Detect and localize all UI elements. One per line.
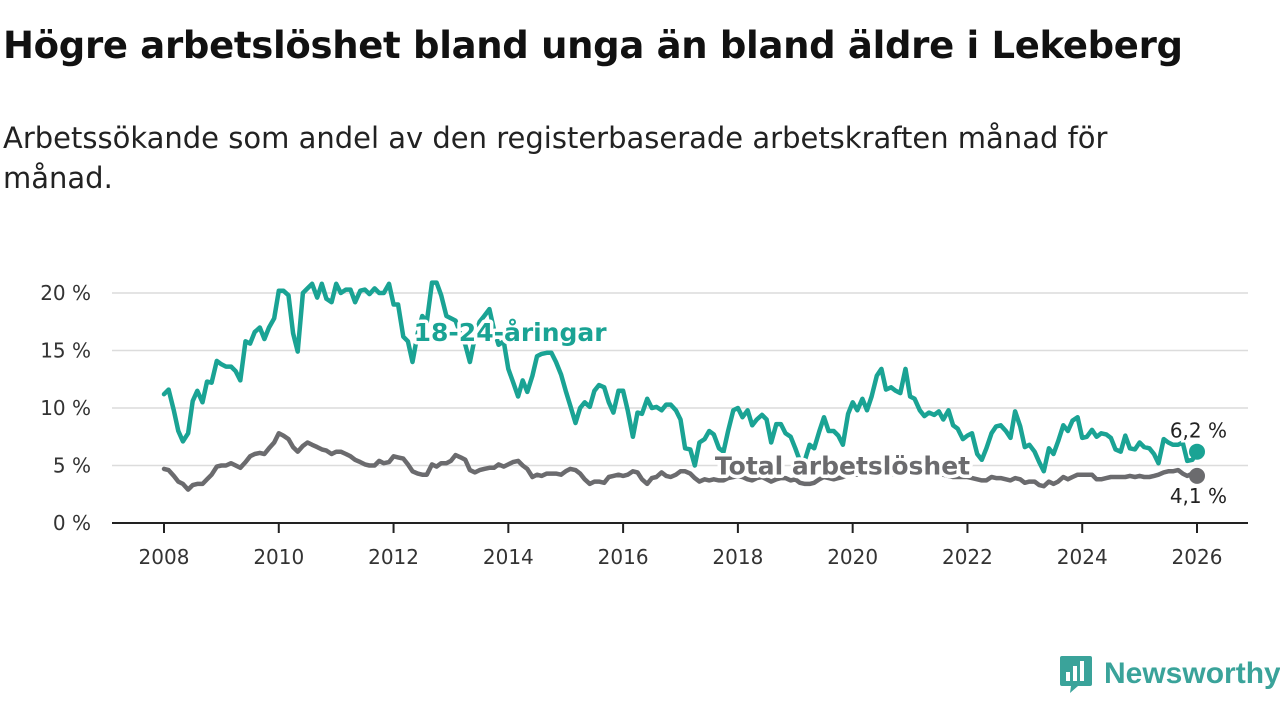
x-tick-label: 2008	[139, 545, 190, 569]
y-tick-label: 5 %	[53, 454, 91, 478]
x-tick-label: 2026	[1172, 545, 1223, 569]
newsworthy-logo-icon	[1060, 656, 1092, 693]
y-tick-label: 10 %	[40, 396, 91, 420]
newsworthy-logo[interactable]: Newsworthy	[1058, 654, 1280, 694]
x-tick-label: 2022	[942, 545, 993, 569]
newsworthy-logo-text: Newsworthy	[1104, 657, 1280, 690]
series-label-total: Total arbetslöshet	[715, 452, 970, 481]
x-tick-label: 2018	[712, 545, 763, 569]
x-tick-label: 2016	[598, 545, 649, 569]
x-tick-label: 2012	[368, 545, 419, 569]
end-value-label-total: 4,1 %	[1170, 484, 1227, 508]
x-tick-label: 2014	[483, 545, 534, 569]
y-tick-label: 15 %	[40, 339, 91, 363]
end-point-total	[1189, 467, 1205, 484]
y-tick-label: 0 %	[53, 511, 91, 535]
x-tick-label: 2024	[1057, 545, 1108, 569]
chart-title: Högre arbetslöshet bland unga än bland ä…	[3, 24, 1183, 67]
series-line-total	[161, 431, 1200, 492]
end-value-label-18-24: 6,2 %	[1170, 419, 1227, 443]
chart-subtitle: Arbetssökande som andel av den registerb…	[3, 121, 1108, 195]
series-label-18-24: 18-24-åringar	[414, 318, 608, 347]
x-tick-label: 2010	[253, 545, 304, 569]
y-tick-label: 20 %	[40, 281, 91, 305]
x-tick-label: 2020	[827, 545, 878, 569]
series-line-18-24	[161, 280, 1200, 474]
end-point-18-24	[1189, 443, 1205, 460]
